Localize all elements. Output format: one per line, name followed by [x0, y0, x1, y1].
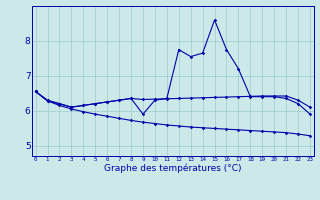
X-axis label: Graphe des températures (°C): Graphe des températures (°C): [104, 164, 242, 173]
